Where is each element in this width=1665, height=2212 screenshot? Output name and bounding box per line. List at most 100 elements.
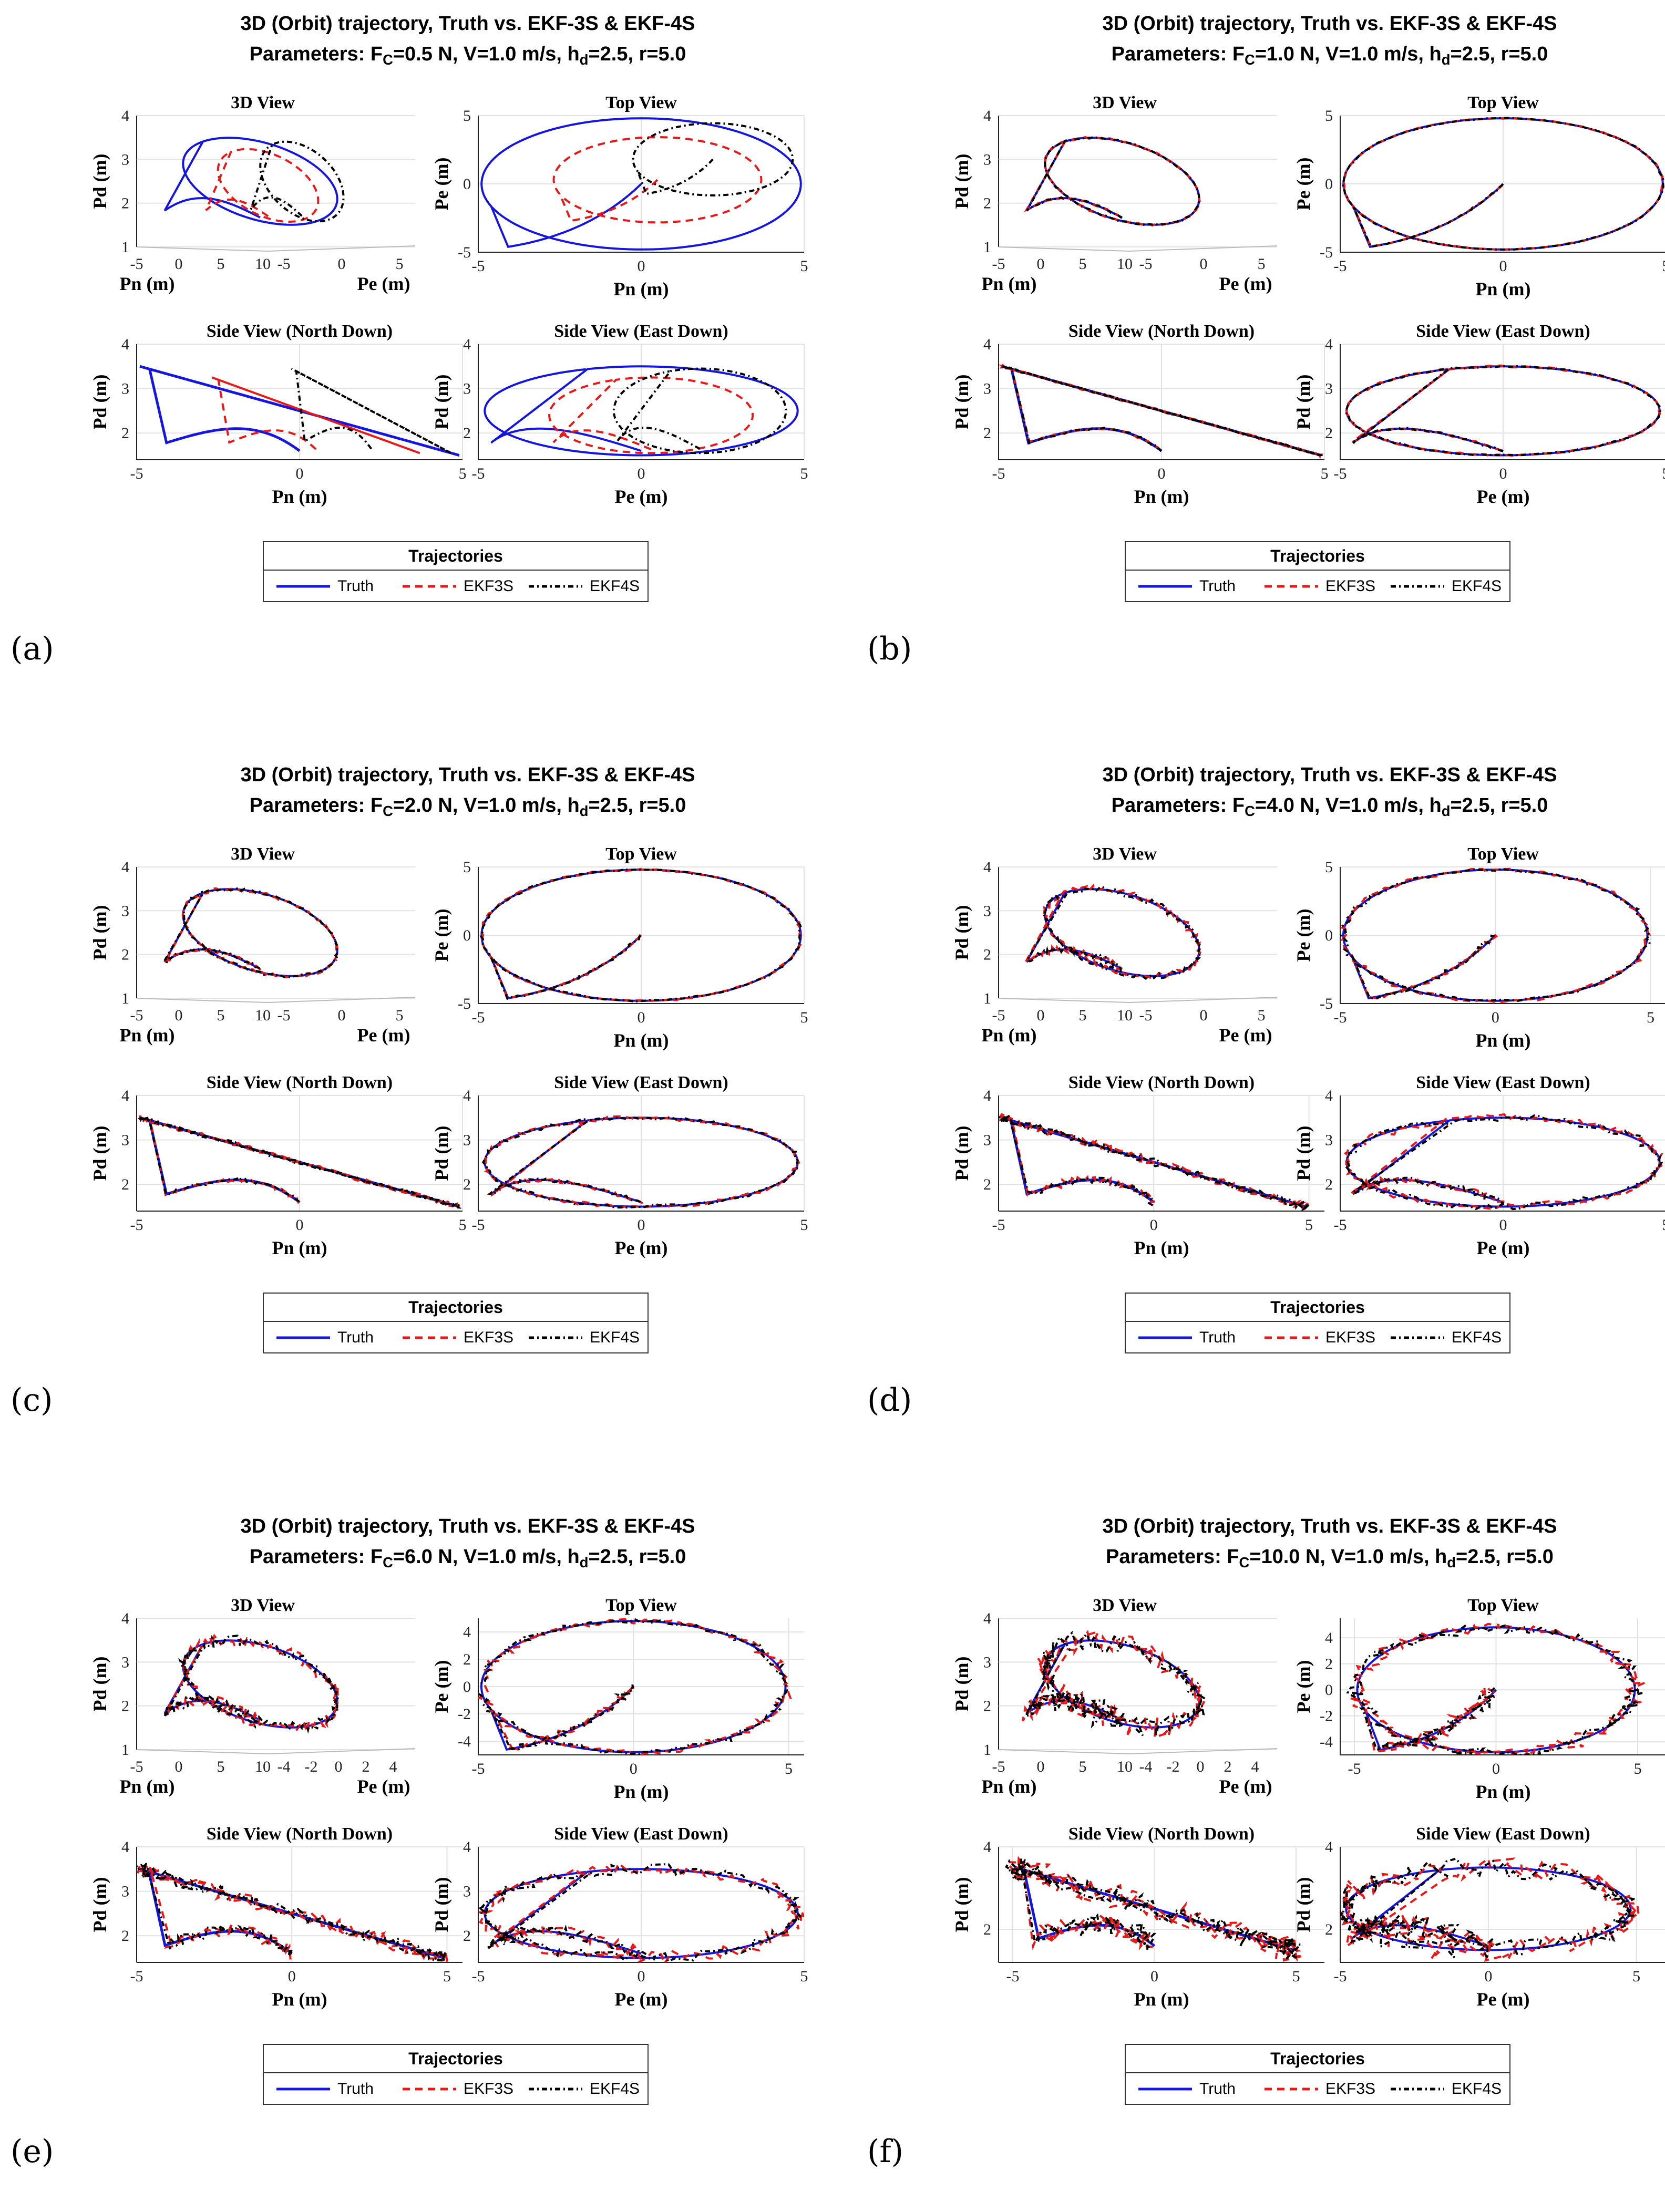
y-tick-label: 2 — [121, 946, 129, 964]
y-tick-label: 4 — [983, 1838, 991, 1856]
panel-label: (e) — [11, 2133, 54, 2170]
legend-entry-truth: Truth — [1136, 2076, 1236, 2102]
legend-swatch — [274, 2084, 332, 2094]
ekf4s-series — [1026, 1633, 1204, 1736]
x-tick-label: 0 — [1492, 1009, 1499, 1026]
y-tick-label: 1 — [121, 1741, 129, 1759]
pe-tick-label: -2 — [1167, 1758, 1180, 1775]
subplot-title: Top View — [605, 844, 677, 864]
y-tick-label: 3 — [121, 151, 129, 168]
y-tick-label: 2 — [1325, 1921, 1333, 1938]
legend-label: EKF3S — [1325, 577, 1375, 595]
x-tick-label: -5 — [1348, 1760, 1361, 1777]
y-tick-label: 5 — [1325, 107, 1333, 125]
subplot-title: Side View (North Down) — [1068, 1073, 1255, 1092]
x-tick-label: 5 — [1662, 465, 1665, 482]
x-tick-label: -5 — [1334, 465, 1347, 482]
figure-parameters: Parameters: FC=10.0 N, V=1.0 m/s, hd=2.5… — [941, 1546, 1665, 1571]
y-tick-label: 3 — [121, 1883, 129, 1900]
figure-title: 3D (Orbit) trajectory, Truth vs. EKF-3S … — [79, 764, 857, 787]
pn-tick-label: 0 — [175, 1758, 183, 1775]
x-tick-label: -5 — [130, 1216, 143, 1234]
floor-line — [999, 247, 1130, 251]
subplot-title: Side View (East Down) — [1416, 322, 1590, 341]
pn-tick-label: -5 — [130, 255, 143, 273]
y-tick-label: 0 — [1325, 175, 1333, 193]
legend-entry-ekf3s: EKF3S — [1262, 574, 1375, 599]
z-axis-label: Pe (m) — [1219, 1776, 1272, 1797]
x-tick-label: 0 — [638, 1216, 645, 1234]
x-axis-label: Pn (m) — [1134, 1237, 1189, 1258]
y-tick-label: 2 — [121, 1176, 129, 1193]
x-tick-label: 5 — [785, 1760, 793, 1777]
legend-entry-ekf4s: EKF4S — [527, 2076, 640, 2102]
subplot-title: Top View — [1467, 1596, 1539, 1615]
y-axis-label: Pd (m) — [89, 905, 110, 960]
y-axis-label: Pe (m) — [1293, 1660, 1314, 1713]
subplot-title: Top View — [605, 93, 677, 112]
y-tick-label: 2 — [983, 1698, 991, 1715]
ekf4s-series — [292, 369, 451, 453]
legend-entry-ekf3s: EKF3S — [400, 2076, 513, 2102]
legend-entry-ekf3s: EKF3S — [400, 1325, 513, 1350]
y-tick-label: 3 — [983, 380, 991, 398]
y-tick-label: 4 — [1325, 1629, 1333, 1647]
y-axis-label: Pd (m) — [1293, 1126, 1314, 1181]
legend-swatch — [1262, 2084, 1320, 2094]
x-axis-label: Pn (m) — [982, 1025, 1037, 1046]
y-tick-label: 3 — [463, 1132, 471, 1149]
y-tick-label: 3 — [983, 151, 991, 168]
pn-tick-label: 10 — [255, 1007, 271, 1024]
legend-entry-ekf3s: EKF3S — [400, 574, 513, 599]
x-tick-label: 0 — [1499, 257, 1507, 275]
panel-label: (a) — [11, 630, 54, 667]
x-tick-label: 5 — [1647, 1009, 1654, 1026]
x-tick-label: 0 — [1499, 465, 1507, 482]
panel-label: (b) — [867, 630, 912, 667]
floor-line — [137, 998, 268, 1002]
y-tick-label: 4 — [1325, 336, 1333, 353]
y-axis-label: Pd (m) — [89, 154, 110, 209]
legend-swatch — [400, 1332, 458, 1343]
x-tick-label: 0 — [1492, 1760, 1500, 1777]
legend-title: Trajectories — [1126, 2045, 1509, 2073]
y-tick-label: 4 — [1325, 1087, 1333, 1104]
x-axis-label: Pn (m) — [982, 1776, 1037, 1797]
y-tick-label: 2 — [121, 425, 129, 442]
y-tick-label: 4 — [983, 107, 991, 125]
y-tick-label: -5 — [458, 995, 471, 1012]
y-tick-label: 0 — [463, 927, 471, 944]
pe-tick-label: -4 — [1139, 1758, 1153, 1775]
subplot-title: Side View (North Down) — [207, 322, 393, 341]
y-axis-label: Pd (m) — [89, 1126, 110, 1181]
subplot-title: Side View (East Down) — [554, 1824, 728, 1844]
x-tick-label: 5 — [800, 257, 808, 275]
figure-panel: 3D (Orbit) trajectory, Truth vs. EKF-3S … — [941, 1503, 1665, 2212]
subplot-title: 3D View — [231, 844, 295, 864]
x-tick-label: 0 — [288, 1968, 296, 1985]
x-tick-label: 0 — [630, 1760, 638, 1777]
legend-label: Truth — [1199, 577, 1236, 595]
x-tick-label: 5 — [459, 1216, 467, 1234]
x-axis-label: Pe (m) — [615, 486, 668, 507]
y-tick-label: 3 — [121, 902, 129, 919]
legend-title: Trajectories — [264, 1294, 647, 1322]
pn-tick-label: 10 — [1117, 1007, 1133, 1024]
x-axis-label: Pn (m) — [1476, 1030, 1531, 1051]
panel-label: (c) — [11, 1382, 53, 1419]
subplot-title: 3D View — [1093, 93, 1157, 112]
x-axis-label: Pn (m) — [272, 1989, 327, 2010]
ekf3s-series — [1343, 1114, 1661, 1210]
y-tick-label: -2 — [1320, 1708, 1333, 1725]
x-axis-label: Pe (m) — [1477, 486, 1530, 507]
figure-title: 3D (Orbit) trajectory, Truth vs. EKF-3S … — [941, 1515, 1665, 1538]
subplot-title: Side View (North Down) — [1068, 1824, 1255, 1844]
subplot-title: 3D View — [231, 93, 295, 112]
